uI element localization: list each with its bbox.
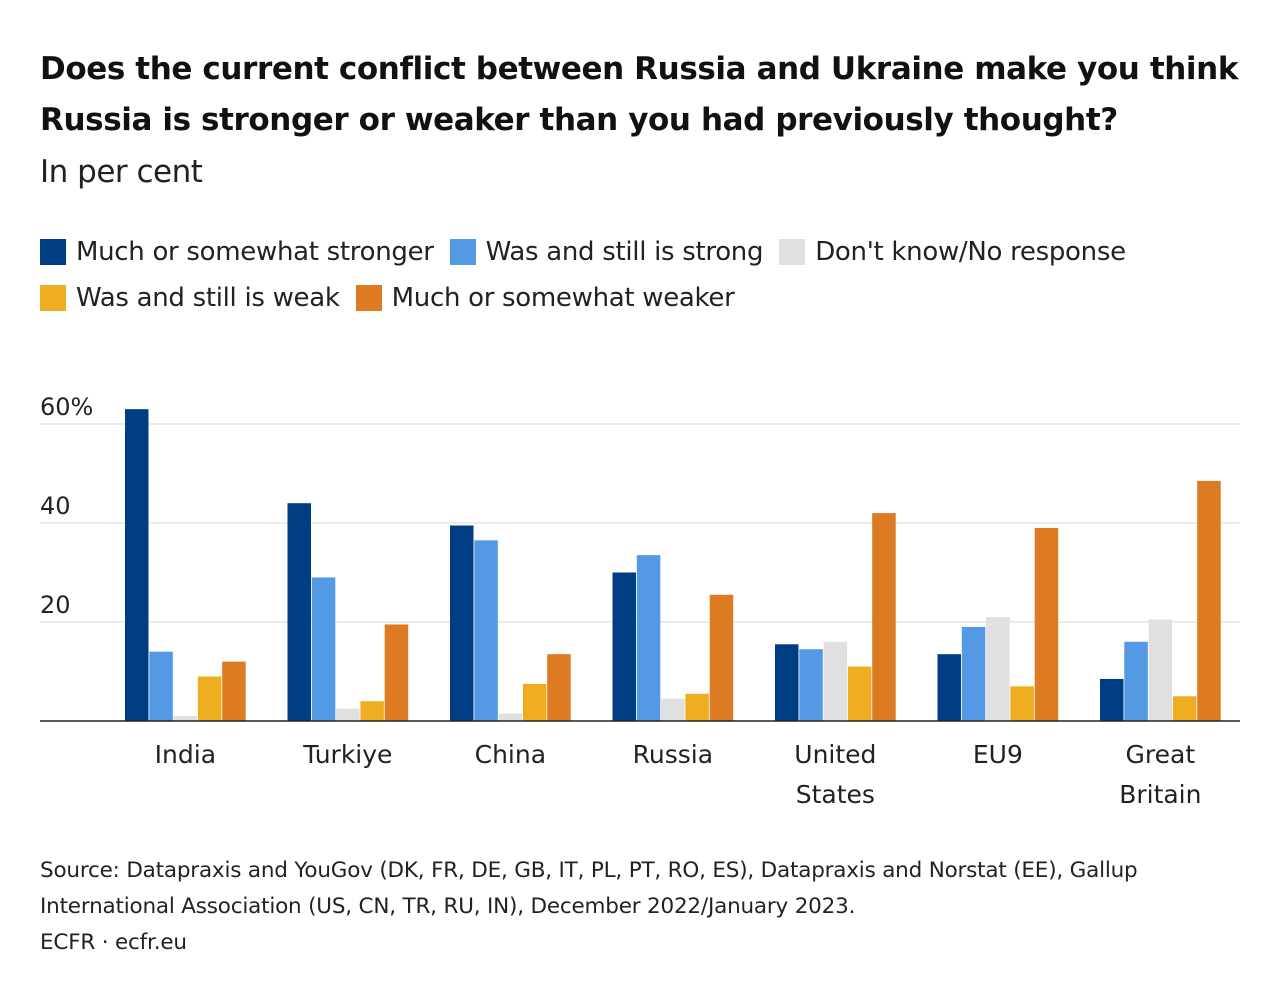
bar [125, 409, 149, 721]
bar [986, 617, 1010, 721]
x-tick-label: China [475, 740, 546, 769]
bar [498, 713, 523, 721]
legend-row-1: Much or somewhat stronger Was and still … [40, 229, 1260, 275]
legend-label: Much or somewhat weaker [391, 283, 735, 313]
bar [384, 624, 409, 721]
bar [872, 513, 896, 721]
legend-item-still-weak: Was and still is weak [40, 283, 340, 313]
bar [1034, 527, 1059, 721]
bar [636, 555, 661, 721]
bar [360, 701, 384, 721]
bar [311, 577, 336, 721]
legend-swatch [449, 239, 476, 265]
bar [1197, 480, 1221, 721]
x-tick-label: Great Britain [1119, 740, 1201, 809]
y-tick-label: 40 [40, 492, 71, 520]
legend-swatch [355, 285, 382, 311]
chart-title: Does the current conflict between Russia… [40, 51, 1239, 138]
legend-swatch [779, 239, 806, 265]
bar [450, 525, 474, 721]
legend-swatch [40, 285, 66, 311]
bar [775, 644, 799, 721]
legend-label: Was and still is strong [485, 237, 764, 267]
y-tick-label: 20 [40, 591, 71, 619]
footer: Source: Datapraxis and YouGov (DK, FR, D… [40, 853, 1240, 961]
bar [709, 594, 734, 721]
bar [197, 676, 222, 721]
legend-label: Much or somewhat stronger [76, 237, 434, 267]
legend: Much or somewhat stronger Was and still … [40, 229, 1260, 321]
bar [336, 708, 360, 721]
legend-item-weaker: Much or somewhat weaker [355, 283, 735, 313]
legend-label: Don't know/No response [815, 237, 1126, 267]
credit-line: ECFR · ecfr.eu [40, 930, 187, 955]
bar [173, 716, 198, 721]
bar [823, 641, 848, 721]
legend-item-dont-know: Don't know/No response [779, 237, 1126, 267]
bar [1172, 696, 1197, 721]
chart-subtitle: In per cent [40, 154, 203, 190]
legend-row-2: Was and still is weak Much or somewhat w… [40, 275, 1260, 321]
x-tick-label: United States [794, 740, 876, 809]
legend-item-still-strong: Was and still is strong [449, 237, 764, 267]
bar [547, 654, 571, 721]
bar [522, 683, 547, 721]
bar [1010, 686, 1034, 721]
bar [222, 661, 246, 721]
x-tick-label: EU9 [973, 740, 1023, 769]
bar [474, 540, 498, 721]
legend-label: Was and still is weak [76, 283, 340, 313]
bar [661, 698, 685, 721]
bar [149, 651, 173, 721]
bar [1100, 678, 1124, 721]
x-tick-label: India [155, 740, 216, 769]
source-note: Source: Datapraxis and YouGov (DK, FR, D… [40, 858, 1138, 919]
y-tick-label: 60% [40, 393, 93, 421]
bar [1124, 641, 1148, 721]
bar [685, 693, 709, 721]
bar [937, 654, 961, 721]
bar [1148, 619, 1173, 721]
bar [847, 666, 872, 721]
legend-swatch [40, 239, 66, 265]
bar [612, 572, 636, 721]
legend-item-stronger: Much or somewhat stronger [40, 237, 434, 267]
bar [961, 626, 986, 721]
x-tick-label: Russia [633, 740, 713, 769]
x-tick-label: Turkiye [302, 740, 392, 769]
bar [287, 503, 311, 721]
bar-chart: 20 40 60% India Turkiye China Russia United Stat… [40, 393, 1240, 809]
bar [799, 649, 823, 721]
